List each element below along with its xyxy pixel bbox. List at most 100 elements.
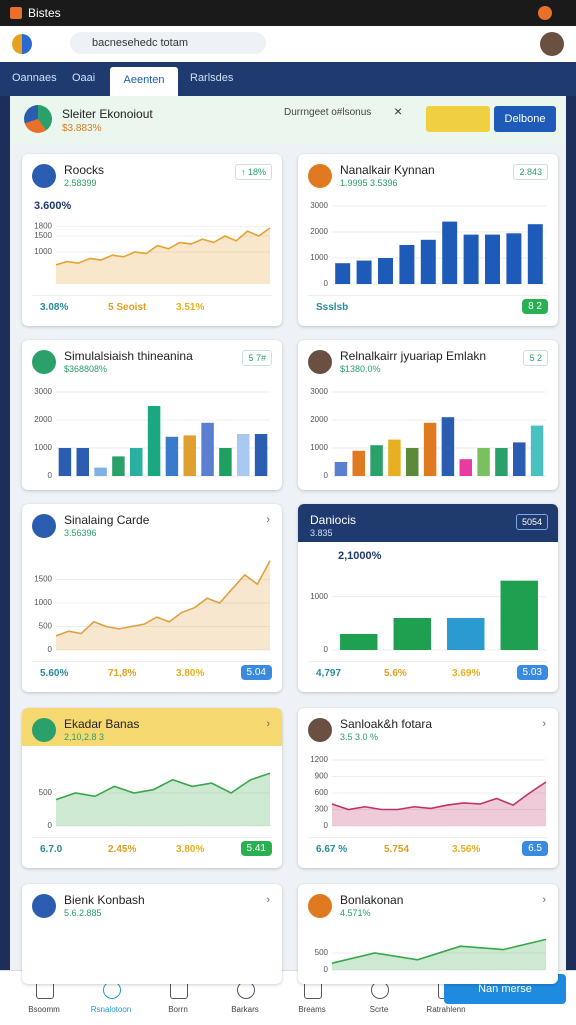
stat: 5 Seoist xyxy=(108,302,147,313)
nav-label[interactable]: Barkars xyxy=(231,1005,259,1014)
y-tick-label: 0 xyxy=(324,821,329,830)
card-title: Daniocis xyxy=(310,513,357,527)
search-field[interactable]: bacnesehedc totam xyxy=(70,32,266,54)
chevron: › xyxy=(266,514,270,526)
card-subtitle: 2,10,2.8 3 xyxy=(64,732,105,742)
banner-title: Sleiter Ekonoiout xyxy=(62,107,153,121)
y-tick-label: 1000 xyxy=(310,443,328,452)
nav-label[interactable]: Rsnalotoon xyxy=(90,1005,132,1014)
mini-chart: 0 500 1000 1500 xyxy=(34,560,271,654)
bar xyxy=(165,436,179,476)
y-tick-label: 1000 xyxy=(310,592,328,601)
bar xyxy=(495,448,508,476)
bar xyxy=(58,448,72,476)
chevron: › xyxy=(542,718,546,730)
stat: 3.80% xyxy=(176,668,205,679)
bar xyxy=(420,239,436,284)
status-icon xyxy=(538,6,552,20)
card-icon xyxy=(32,164,56,188)
stat: 3.80% xyxy=(176,844,205,855)
card-icon xyxy=(308,164,332,188)
bar xyxy=(94,467,107,476)
stat: 5.60% xyxy=(40,668,69,679)
tab[interactable]: Aeenten xyxy=(110,67,178,96)
area xyxy=(56,560,270,650)
search-text: bacnesehedc totam xyxy=(92,37,189,49)
stat: 3.56% xyxy=(452,844,481,855)
banner-button[interactable]: Delbone xyxy=(494,106,556,132)
y-tick-label: 0 xyxy=(48,471,53,480)
stats-row: 6.67 % 5.754 3.56% 6.5 xyxy=(308,837,548,860)
bar xyxy=(399,245,415,284)
bar xyxy=(378,258,393,284)
bar xyxy=(201,422,214,476)
nav-label[interactable]: Borrn xyxy=(168,1005,188,1014)
nav-label[interactable]: Scrte xyxy=(369,1005,389,1014)
pill: 6.5 xyxy=(522,841,548,856)
card-icon xyxy=(308,350,332,374)
avatar[interactable] xyxy=(540,32,564,56)
stat: 5.754 xyxy=(384,844,410,855)
nav-label[interactable]: Breams xyxy=(298,1005,326,1014)
card: Roocks 2.58399 ↑ 18% 3.600% 1000 1500 1800 3.08… xyxy=(22,154,282,326)
line xyxy=(55,772,271,801)
mini-chart: 0 500 xyxy=(315,938,547,974)
card-subtitle: 5.6.2.885 xyxy=(64,908,102,918)
nav-label[interactable]: Bsoomm xyxy=(28,1005,60,1014)
chevron: › xyxy=(266,894,270,906)
stats-row: Ssslsb 8 2 xyxy=(308,295,548,318)
card-title: Simulalsiaish thineanina xyxy=(64,349,193,363)
bar xyxy=(477,448,490,476)
bar xyxy=(527,224,543,284)
tab[interactable]: Oaai xyxy=(72,72,96,84)
y-tick-label: 1000 xyxy=(310,253,328,262)
tab[interactable]: Rarlsdes xyxy=(190,72,234,84)
bar xyxy=(183,435,196,476)
bar xyxy=(76,448,89,476)
bar xyxy=(388,439,401,476)
bar xyxy=(463,234,479,284)
card-icon xyxy=(308,894,332,918)
stats-row: 6.7.0 2.45% 3.80% 5.41 xyxy=(32,837,272,860)
y-tick-label: 1500 xyxy=(34,575,52,584)
bar xyxy=(112,456,125,476)
bar xyxy=(352,450,365,476)
bar xyxy=(356,260,372,284)
line xyxy=(55,227,271,266)
bar xyxy=(506,233,522,284)
y-tick-label: 0 xyxy=(48,821,53,830)
pill: 5.04 xyxy=(240,665,272,680)
nav-label[interactable]: Ratrahlenn xyxy=(426,1005,466,1014)
pill: 5.41 xyxy=(240,841,272,856)
toggle[interactable] xyxy=(426,106,490,132)
y-tick-label: 3000 xyxy=(310,387,328,396)
card-title: Sinalaing Carde xyxy=(64,513,150,527)
bar xyxy=(393,618,431,650)
card-subtitle: $368808% xyxy=(64,364,108,374)
card: Nanalkair Kynnan 1.9995 3.5396 2.843 0 1000 2… xyxy=(298,154,558,326)
tab[interactable]: Oannaes xyxy=(12,72,57,84)
stat: 3.08% xyxy=(40,302,69,313)
y-tick-label: 1000 xyxy=(34,247,52,256)
card-subtitle: 1.9995 3.5396 xyxy=(340,178,398,188)
bar xyxy=(219,448,232,476)
stats-row: 5.60% 71,8% 3.80% 5.04 xyxy=(32,661,272,684)
mini-chart: 0 1000 2000 3000 xyxy=(34,387,270,480)
y-tick-label: 0 xyxy=(324,471,329,480)
y-tick-label: 3000 xyxy=(34,387,52,396)
mini-chart: 0 300 600 900 1200 xyxy=(310,755,547,830)
tab-bar: Oannaes Oaai Aeenten Rarlsdes xyxy=(0,62,576,96)
card: Sanloak&h fotara 3.5 3.0 % › 0 300 600 900 1200… xyxy=(298,708,558,868)
card-badge: 2.843 xyxy=(513,164,548,180)
y-tick-label: 2000 xyxy=(310,415,328,424)
card: Daniocis 3.835 5054 2,1000% 0 1000 4,797 5.6% 3.… xyxy=(298,504,558,692)
close-button[interactable]: × xyxy=(394,103,403,119)
area xyxy=(56,773,270,826)
y-tick-label: 600 xyxy=(315,788,329,797)
y-tick-label: 3000 xyxy=(310,201,328,210)
bar xyxy=(441,417,455,476)
card-icon xyxy=(32,350,56,374)
browser-bar: bacnesehedc totam xyxy=(0,26,576,62)
